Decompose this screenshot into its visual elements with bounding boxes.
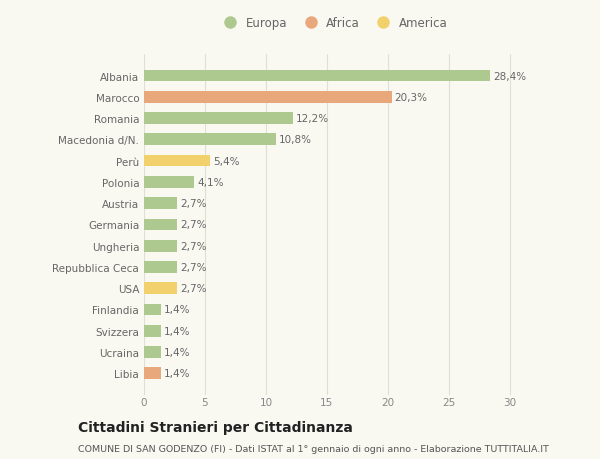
Bar [144,347,161,358]
Bar [144,198,177,209]
Text: 2,7%: 2,7% [180,199,206,209]
Bar [144,368,161,379]
Text: 1,4%: 1,4% [164,326,191,336]
Text: 2,7%: 2,7% [180,241,206,251]
Bar [144,219,177,231]
Bar [144,304,161,316]
Text: 2,7%: 2,7% [180,263,206,272]
Bar [144,92,392,103]
Text: 1,4%: 1,4% [164,347,191,357]
Bar [144,177,194,188]
Text: 12,2%: 12,2% [296,114,329,124]
Text: 5,4%: 5,4% [213,156,239,166]
Legend: Europa, Africa, America: Europa, Africa, America [218,17,448,30]
Text: Cittadini Stranieri per Cittadinanza: Cittadini Stranieri per Cittadinanza [78,420,353,434]
Text: 20,3%: 20,3% [395,93,428,102]
Bar [144,241,177,252]
Text: 2,7%: 2,7% [180,284,206,294]
Text: COMUNE DI SAN GODENZO (FI) - Dati ISTAT al 1° gennaio di ogni anno - Elaborazion: COMUNE DI SAN GODENZO (FI) - Dati ISTAT … [78,444,549,453]
Text: 2,7%: 2,7% [180,220,206,230]
Bar [144,134,275,146]
Bar [144,262,177,273]
Bar [144,71,490,82]
Text: 28,4%: 28,4% [493,71,526,81]
Bar [144,156,210,167]
Text: 4,1%: 4,1% [197,178,224,187]
Text: 10,8%: 10,8% [279,135,312,145]
Bar [144,325,161,337]
Text: 1,4%: 1,4% [164,305,191,315]
Bar [144,283,177,294]
Bar [144,113,293,125]
Text: 1,4%: 1,4% [164,369,191,379]
